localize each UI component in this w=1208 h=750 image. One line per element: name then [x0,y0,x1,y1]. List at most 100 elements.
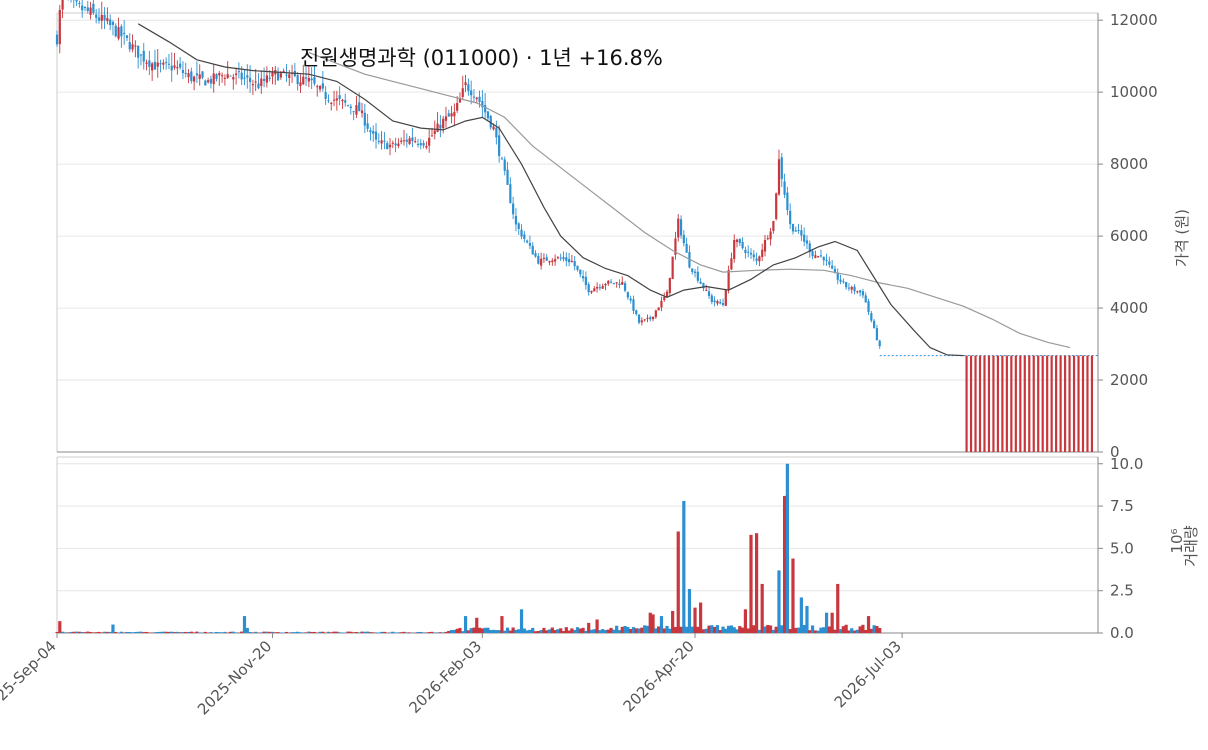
candle-body [232,76,235,80]
candle-body [794,230,797,232]
candle-body [542,257,546,259]
volume-bar [74,631,79,633]
volume-bar [438,632,442,633]
x-tick-label: 2026-Feb-03 [406,637,486,717]
volume-bar [866,616,871,633]
volume-bar [522,628,526,633]
volume-bar [838,629,843,633]
volume-bar [469,628,473,633]
candle-body [159,63,162,65]
volume-bar [693,607,697,633]
candle-body [595,286,599,289]
candle-body [657,307,660,311]
volume-bar [265,631,269,633]
moving-average-long [308,52,1071,349]
volume-bar [388,632,392,633]
volume-bar [855,629,859,633]
candle-body [299,82,302,87]
volume-bar [83,632,87,633]
volume-bar [203,631,207,633]
volume-bar [77,631,81,633]
candle-body [456,102,459,111]
candle-body [615,282,618,284]
candle-body [738,239,741,243]
volume-bar [63,632,67,633]
volume-bar [654,628,658,633]
volume-bar [102,631,107,633]
volume-bar [472,627,476,633]
candle-body [304,77,308,79]
flat-fill-bar [1063,355,1067,452]
candle-body [663,297,666,301]
volume-bar [494,630,498,633]
volume-bar [130,632,135,633]
volume-bar [402,631,406,633]
candle-body [486,111,490,119]
candle-body [341,99,344,102]
volume-tick-label: 7.5 [1110,497,1134,515]
candle-body [850,286,853,290]
candle-body [321,83,324,89]
volume-bar [643,625,647,633]
candle-body [248,77,252,83]
volume-bar [531,627,535,633]
volume-bar [198,632,202,633]
candle-body [618,283,621,285]
candle-body [646,317,649,319]
volume-bar [816,630,820,633]
volume-bar [869,628,873,633]
candle-body [721,303,725,305]
candle-body [845,281,848,288]
candle-body [117,27,120,39]
volume-bar [561,631,566,633]
candle-body [128,42,131,50]
candle-body [397,143,400,147]
volume-bar [270,631,275,633]
candle-body [545,257,548,261]
volume-bar [673,627,678,633]
volume-bar [528,629,532,633]
candle-body [752,254,755,258]
volume-bar [231,631,235,633]
volume-bar [685,626,689,633]
candle-body [758,256,761,262]
candle-body [170,65,173,71]
volume-bar [324,632,328,633]
volume-bar [273,632,277,633]
candle-body [705,289,708,291]
volume-bar [340,632,345,633]
candle-body [229,75,232,77]
volume-bar [158,631,163,633]
candle-body [419,143,422,146]
volume-unit-label: 10⁶ [1168,528,1186,553]
volume-bar [547,629,552,633]
candle-body [430,135,434,137]
candle-body [755,258,758,261]
candle-body [176,67,179,69]
candle-body [106,18,109,22]
volume-bar [609,627,613,633]
candle-body [540,258,543,266]
volume-bar [279,632,283,633]
volume-bar [533,631,538,633]
candle-body [811,251,814,257]
candle-body [212,73,215,85]
candle-body [120,26,123,37]
flat-fill-bar [983,355,986,452]
volume-bar [525,630,529,633]
volume-bar [617,630,622,633]
moving-average-short [137,23,964,357]
candle-body [637,314,641,323]
volume-bar [850,628,854,633]
volume-bar [363,631,367,633]
candle-body [604,284,607,286]
candle-body [142,50,145,62]
candle-body [769,231,772,240]
volume-bar [581,627,585,633]
candle-body [520,229,523,237]
candle-body [562,257,565,260]
candle-body [439,124,442,129]
candle-body [137,45,140,58]
volume-bar [335,631,339,633]
